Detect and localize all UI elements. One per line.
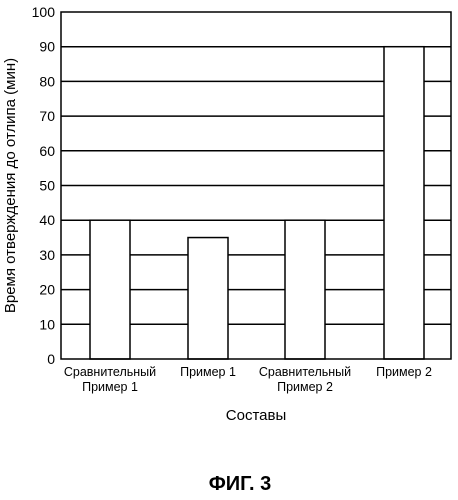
y-tick-label: 70 — [39, 108, 55, 124]
x-axis-category-labels: СравнительныйПример 1Пример 1Сравнительн… — [64, 365, 432, 394]
x-category-label-line: Пример 2 — [277, 380, 333, 394]
figure-caption: ФИГ. 3 — [209, 473, 272, 495]
bar-3 — [285, 220, 325, 359]
y-tick-label: 60 — [39, 143, 55, 159]
x-category-label-line: Пример 2 — [376, 365, 432, 379]
x-category-label: Пример 1 — [180, 365, 236, 379]
x-category-label: СравнительныйПример 1 — [64, 365, 156, 394]
x-category-label-line: Сравнительный — [259, 365, 351, 379]
bar-1 — [90, 220, 130, 359]
x-axis-title: Составы — [226, 407, 286, 424]
bar-4 — [384, 47, 424, 359]
y-tick-label: 40 — [39, 212, 55, 228]
x-category-label-line: Пример 1 — [180, 365, 236, 379]
x-category-label-line: Сравнительный — [64, 365, 156, 379]
y-tick-label: 90 — [39, 39, 55, 55]
x-category-label-line: Пример 1 — [82, 380, 138, 394]
y-tick-label: 10 — [39, 316, 55, 332]
y-tick-label: 30 — [39, 247, 55, 263]
y-axis-ticks: 0 10 20 30 40 50 60 70 80 90 100 — [32, 4, 56, 367]
x-category-label: СравнительныйПример 2 — [259, 365, 351, 394]
y-tick-label: 80 — [39, 73, 55, 89]
y-tick-label: 50 — [39, 178, 55, 194]
x-category-label: Пример 2 — [376, 365, 432, 379]
bar-2 — [188, 238, 228, 359]
bars — [90, 47, 424, 359]
y-tick-label: 0 — [47, 351, 55, 367]
y-tick-label: 20 — [39, 282, 55, 298]
y-tick-label: 100 — [32, 4, 56, 20]
y-axis-title: Время отверждения до отлипа (мин) — [2, 58, 19, 313]
